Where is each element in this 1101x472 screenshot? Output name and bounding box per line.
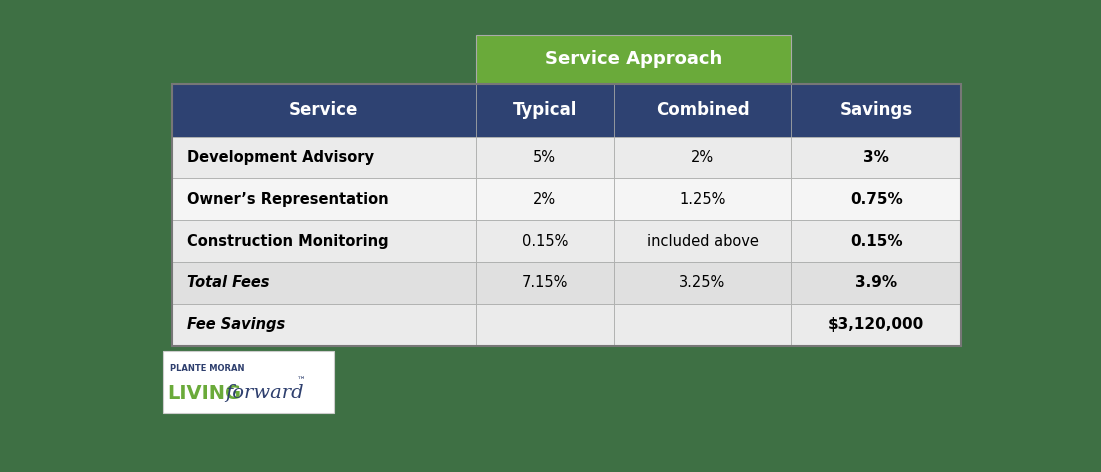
Text: 5%: 5%: [533, 150, 556, 165]
Text: forward: forward: [226, 384, 304, 402]
Text: PLANTE MORAN: PLANTE MORAN: [170, 364, 244, 373]
Bar: [476, 35, 792, 84]
Text: 7.15%: 7.15%: [522, 275, 568, 290]
Text: Service: Service: [288, 101, 359, 119]
Bar: [613, 304, 792, 346]
Text: 2%: 2%: [533, 192, 556, 207]
Text: 0.15%: 0.15%: [850, 234, 903, 249]
Bar: [792, 262, 961, 304]
Text: $3,120,000: $3,120,000: [828, 317, 925, 332]
Bar: [613, 84, 792, 136]
Bar: [792, 304, 961, 346]
Bar: [476, 262, 613, 304]
Text: 3.25%: 3.25%: [679, 275, 726, 290]
Bar: [172, 84, 961, 346]
Text: 0.15%: 0.15%: [522, 234, 568, 249]
Text: included above: included above: [646, 234, 759, 249]
Text: 3%: 3%: [863, 150, 890, 165]
Bar: [163, 351, 334, 413]
Text: Service Approach: Service Approach: [545, 51, 722, 68]
Bar: [172, 220, 476, 262]
Bar: [792, 84, 961, 136]
Text: Development Advisory: Development Advisory: [187, 150, 374, 165]
Bar: [172, 136, 476, 178]
Bar: [476, 84, 613, 136]
Bar: [476, 304, 613, 346]
Bar: [172, 178, 476, 220]
Bar: [613, 220, 792, 262]
Text: 2%: 2%: [691, 150, 715, 165]
Text: 0.75%: 0.75%: [850, 192, 903, 207]
Text: LIVING: LIVING: [167, 384, 241, 403]
Bar: [613, 178, 792, 220]
Text: 1.25%: 1.25%: [679, 192, 726, 207]
Bar: [613, 262, 792, 304]
Bar: [476, 178, 613, 220]
Bar: [792, 220, 961, 262]
Bar: [476, 136, 613, 178]
Bar: [172, 262, 476, 304]
Text: 3.9%: 3.9%: [855, 275, 897, 290]
Text: Owner’s Representation: Owner’s Representation: [187, 192, 389, 207]
Bar: [172, 84, 476, 136]
Text: ™: ™: [296, 376, 305, 385]
Text: Fee Savings: Fee Savings: [187, 317, 285, 332]
Text: Typical: Typical: [512, 101, 577, 119]
Text: Combined: Combined: [656, 101, 750, 119]
Bar: [172, 304, 476, 346]
Bar: [792, 136, 961, 178]
Text: Savings: Savings: [840, 101, 913, 119]
Bar: [792, 178, 961, 220]
Text: Total Fees: Total Fees: [187, 275, 270, 290]
Text: Construction Monitoring: Construction Monitoring: [187, 234, 389, 249]
Bar: [476, 220, 613, 262]
Bar: [613, 136, 792, 178]
